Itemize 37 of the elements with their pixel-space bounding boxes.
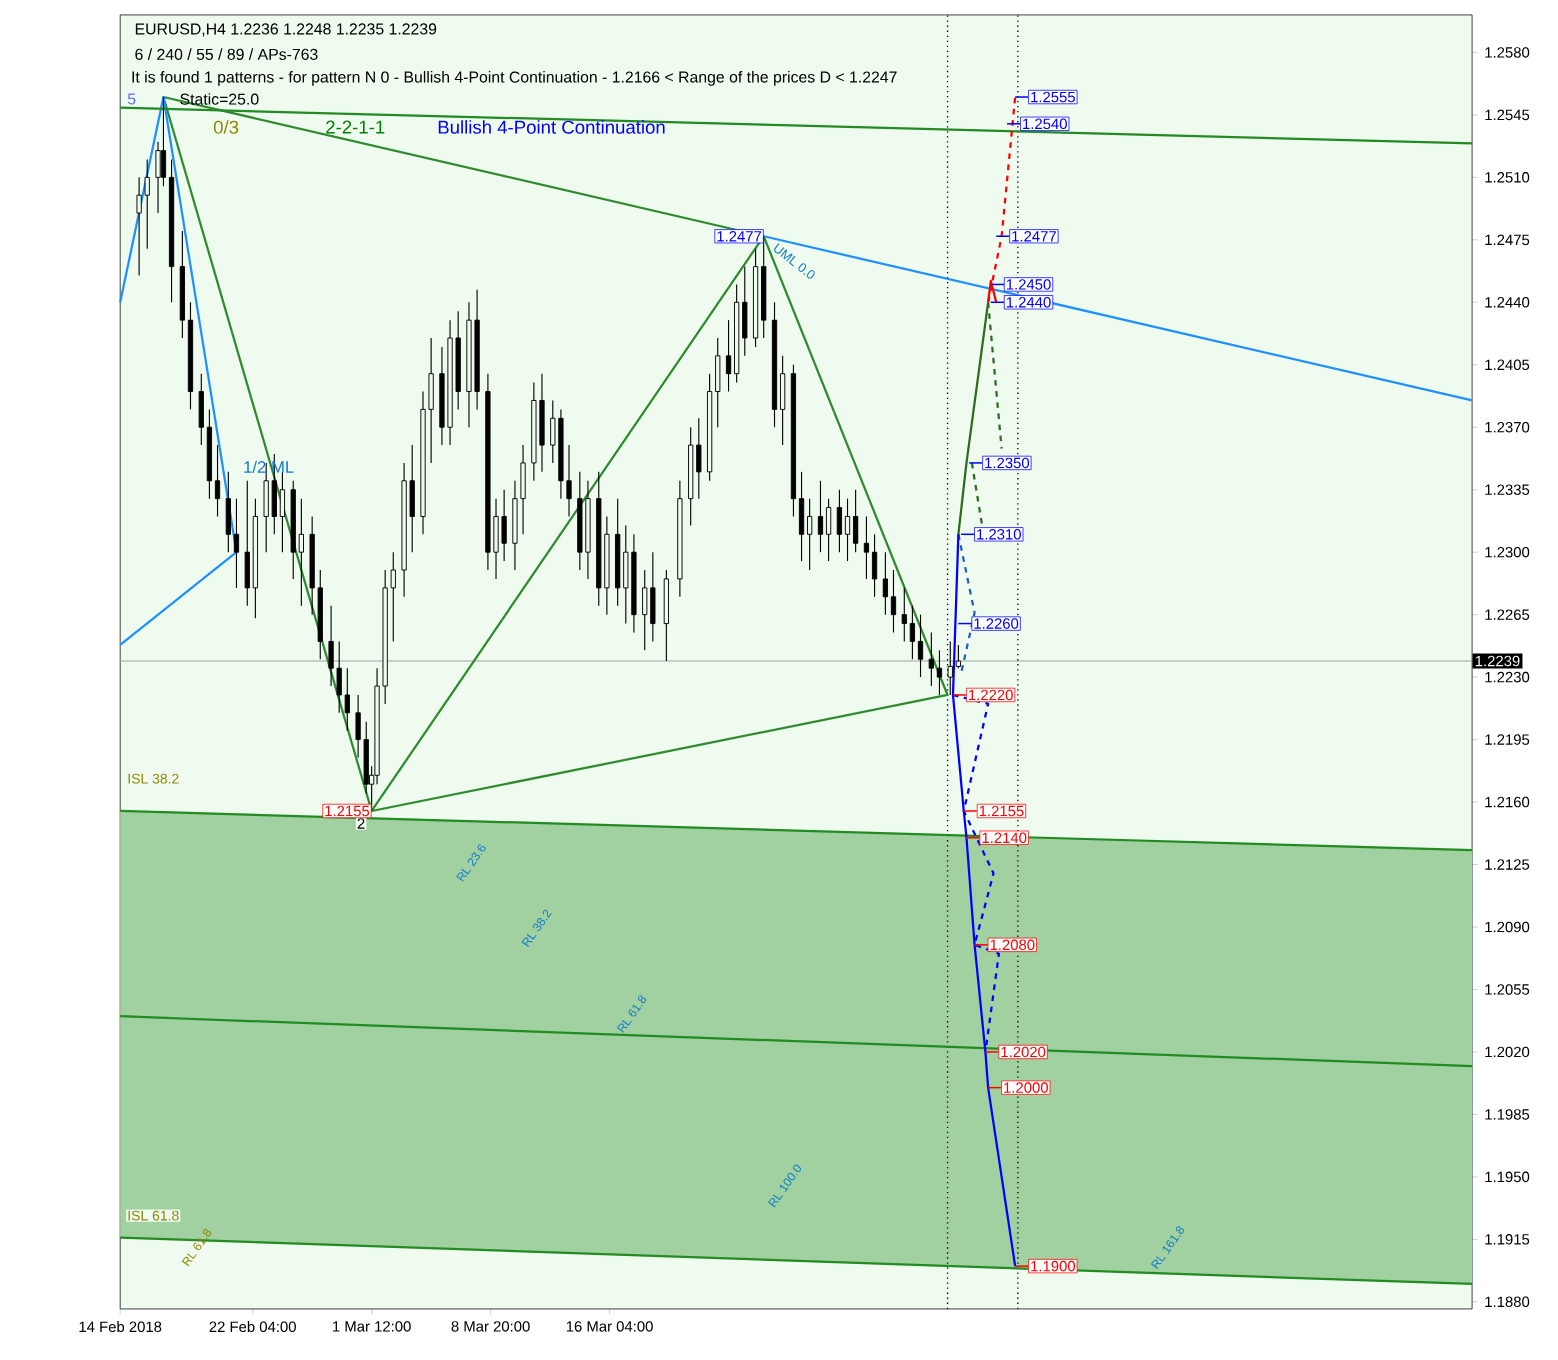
annotation: Bullish 4-Point Continuation: [438, 120, 665, 135]
candlestick: [136, 177, 142, 277]
candlestick: [155, 141, 161, 214]
candlestick: [807, 498, 813, 571]
candlestick: [233, 498, 240, 589]
candlestick: [244, 480, 250, 607]
candlestick: [917, 614, 924, 678]
candlestick: [263, 462, 269, 554]
candlestick: [901, 587, 907, 643]
candlestick: [909, 605, 916, 661]
candlestick: [882, 551, 888, 616]
candlestick: [696, 418, 702, 500]
candlestick: [825, 498, 832, 562]
annotation: 0/3: [213, 120, 239, 135]
candlestick: [955, 644, 961, 670]
candlestick: [144, 159, 150, 250]
candlestick: [663, 569, 669, 662]
candlestick: [501, 489, 507, 562]
candlestick: [623, 525, 629, 625]
candlestick: [890, 569, 897, 634]
candlestick: [936, 650, 943, 696]
candlestick: [279, 471, 286, 554]
candlestick: [344, 667, 350, 732]
candlestick: [817, 480, 824, 554]
candlestick: [520, 444, 526, 536]
candlestick: [642, 569, 648, 652]
candlestick: [863, 516, 870, 580]
candlestick: [836, 489, 843, 554]
candlestick: [539, 373, 545, 473]
candlestick: [871, 534, 878, 598]
candlestick: [225, 471, 231, 554]
annotation: 2-2-1-1: [326, 120, 385, 134]
candlestick: [336, 641, 342, 714]
candlestick: [852, 489, 859, 554]
candlestick: [928, 632, 934, 687]
candlestick: [650, 551, 656, 643]
candlestick: [844, 498, 851, 562]
